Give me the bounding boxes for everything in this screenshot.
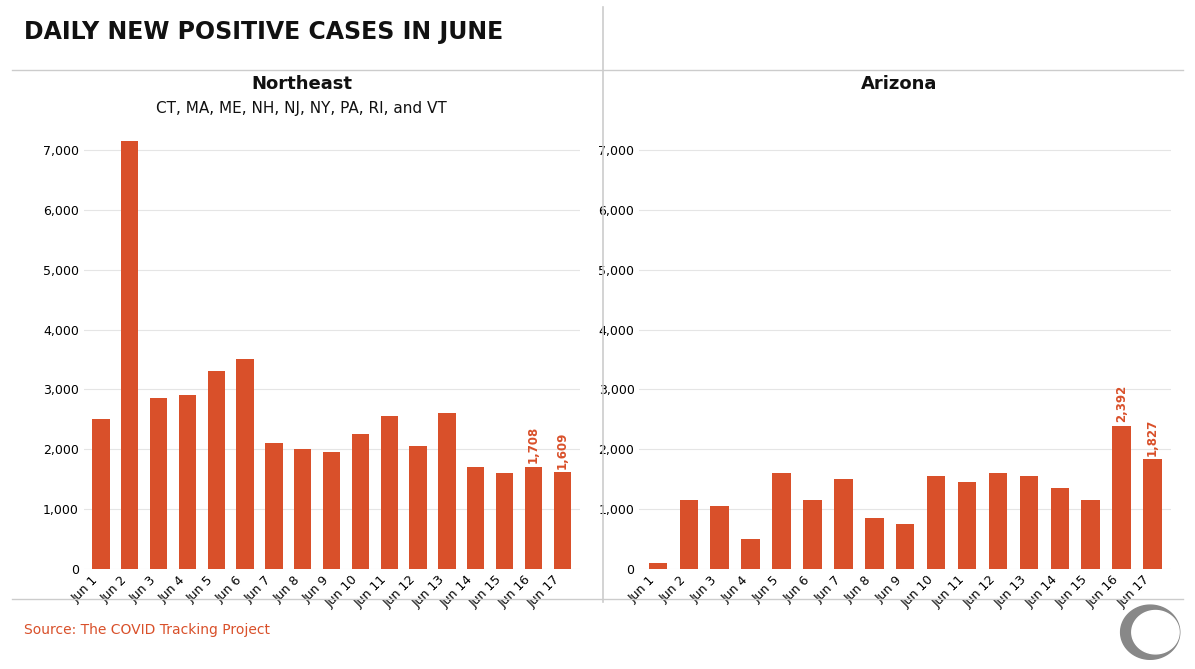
Bar: [121, 141, 139, 569]
Bar: [865, 518, 883, 569]
Bar: [649, 563, 667, 569]
Polygon shape: [1121, 605, 1179, 659]
Bar: [772, 473, 791, 569]
Bar: [1144, 460, 1162, 569]
Text: 2,392: 2,392: [1115, 385, 1128, 422]
Bar: [803, 500, 822, 569]
Bar: [294, 449, 312, 569]
Bar: [1081, 500, 1099, 569]
Bar: [410, 446, 427, 569]
Bar: [92, 419, 110, 569]
Bar: [927, 476, 945, 569]
Bar: [439, 413, 455, 569]
Bar: [834, 479, 853, 569]
Text: 1,827: 1,827: [1146, 419, 1159, 456]
Bar: [496, 473, 514, 569]
Text: Source: The COVID Tracking Project: Source: The COVID Tracking Project: [24, 624, 270, 637]
Bar: [1113, 425, 1130, 569]
Bar: [237, 359, 253, 569]
Bar: [711, 506, 729, 569]
Bar: [988, 473, 1007, 569]
Bar: [467, 467, 484, 569]
Bar: [149, 398, 167, 569]
Bar: [265, 443, 282, 569]
Bar: [525, 466, 543, 569]
Bar: [323, 452, 341, 569]
Bar: [680, 500, 698, 569]
Bar: [1050, 488, 1070, 569]
Bar: [896, 524, 914, 569]
Bar: [208, 371, 225, 569]
Bar: [957, 482, 976, 569]
Bar: [741, 539, 760, 569]
Text: 1,609: 1,609: [556, 432, 569, 469]
Bar: [179, 395, 196, 569]
Bar: [351, 434, 369, 569]
Text: CT, MA, ME, NH, NJ, NY, PA, RI, and VT: CT, MA, ME, NH, NJ, NY, PA, RI, and VT: [157, 101, 447, 116]
Text: 1,708: 1,708: [527, 425, 540, 463]
Text: Northeast: Northeast: [251, 75, 353, 92]
Text: DAILY NEW POSITIVE CASES IN JUNE: DAILY NEW POSITIVE CASES IN JUNE: [24, 20, 503, 44]
Bar: [1019, 476, 1038, 569]
Bar: [553, 472, 571, 569]
Text: Arizona: Arizona: [862, 75, 937, 92]
Bar: [381, 416, 398, 569]
Polygon shape: [1132, 611, 1179, 654]
